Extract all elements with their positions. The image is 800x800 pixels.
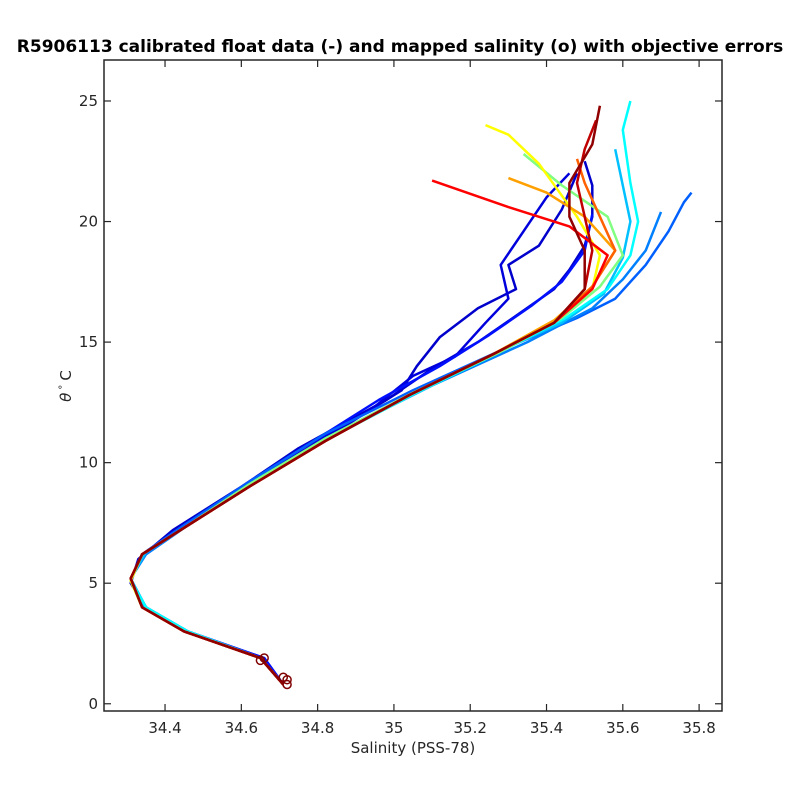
series-line-13 <box>129 179 609 686</box>
y-tick-label: 25 <box>79 92 98 110</box>
series-line-9 <box>129 153 625 686</box>
series-line-10 <box>129 123 602 686</box>
x-tick-label: 35.8 <box>682 719 715 737</box>
y-tick-label: 10 <box>79 454 98 472</box>
y-tick-label: 15 <box>79 333 98 351</box>
mapped-salinity-markers <box>255 653 292 690</box>
series-line-7 <box>129 148 632 686</box>
x-axis-ticks: 34.4 34.6 34.8 35 35.2 35.4 35.6 35.8 <box>148 60 716 737</box>
chart-title: R5906113 calibrated float data (-) and m… <box>17 37 783 57</box>
axes-box <box>103 59 723 712</box>
y-axis-label-degree: ° <box>58 385 69 390</box>
y-tick-label: 20 <box>79 213 98 231</box>
x-axis-label: Salinity (PSS-78) <box>351 739 476 757</box>
series-line-14 <box>129 119 598 686</box>
series-lines <box>129 100 693 686</box>
series-line-8 <box>129 100 640 686</box>
mapped-salinity-marker-1 <box>282 679 292 690</box>
series-line-6 <box>129 211 663 686</box>
y-axis-label-unit: C <box>57 370 75 380</box>
y-axis-ticks: 0 5 10 15 20 25 <box>79 92 722 713</box>
x-tick-label: 35.6 <box>606 719 639 737</box>
y-tick-label: 5 <box>88 574 98 592</box>
x-tick-label: 34.6 <box>225 719 258 737</box>
x-tick-label: 34.4 <box>148 719 181 737</box>
mapped-salinity-marker-5 <box>259 653 269 663</box>
x-tick-label: 35.2 <box>454 719 487 737</box>
series-line-11 <box>129 176 617 686</box>
series-line-5 <box>129 191 693 686</box>
x-tick-label: 35.4 <box>530 719 563 737</box>
series-line-15 <box>129 105 602 686</box>
x-tick-label: 34.8 <box>301 719 334 737</box>
mapped-salinity-marker-3 <box>282 674 292 685</box>
y-tick-label: 0 <box>88 695 98 713</box>
y-axis-label-symbol: θ <box>57 393 75 402</box>
series-line-4 <box>129 214 594 686</box>
y-axis-label: θ ° C <box>57 370 75 402</box>
x-tick-label: 35 <box>384 719 403 737</box>
